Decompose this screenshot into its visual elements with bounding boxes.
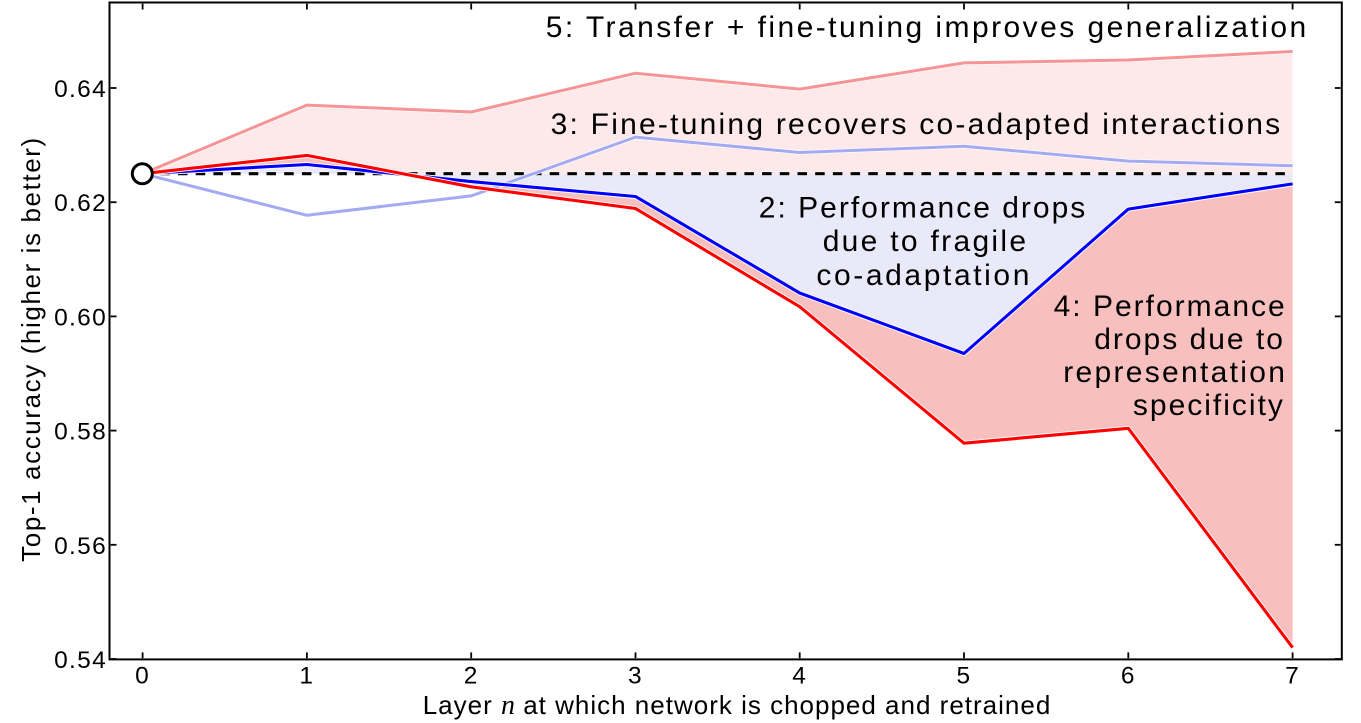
svg-text:0.54: 0.54	[54, 647, 107, 674]
svg-text:co-adaptation: co-adaptation	[816, 259, 1032, 292]
svg-text:7: 7	[1285, 663, 1300, 690]
svg-text:drops due to: drops due to	[1094, 323, 1285, 356]
svg-text:2: Performance drops: 2: Performance drops	[759, 192, 1087, 225]
svg-text:1: 1	[299, 663, 314, 690]
svg-text:5: 5	[957, 663, 972, 690]
svg-text:2: 2	[464, 663, 479, 690]
svg-text:0.56: 0.56	[54, 533, 107, 560]
svg-text:0: 0	[135, 663, 150, 690]
svg-text:5: Transfer + fine-tuning impr: 5: Transfer + fine-tuning improves gener…	[546, 11, 1309, 44]
svg-text:0.62: 0.62	[54, 190, 107, 217]
svg-text:3: 3	[628, 663, 643, 690]
svg-text:4: 4	[792, 663, 807, 690]
svg-text:specificity: specificity	[1133, 389, 1285, 422]
svg-text:representation: representation	[1063, 356, 1287, 389]
svg-text:3: Fine-tuning recovers co-ada: 3: Fine-tuning recovers co-adapted inter…	[551, 108, 1283, 141]
svg-text:4: Performance: 4: Performance	[1054, 290, 1287, 323]
svg-text:due to fragile: due to fragile	[823, 225, 1029, 258]
svg-text:Top-1 accuracy (higher is bett: Top-1 accuracy (higher is better)	[16, 136, 46, 562]
svg-text:Layer n at which network is ch: Layer n at which network is chopped and …	[423, 690, 1052, 721]
svg-text:0.64: 0.64	[54, 76, 107, 103]
svg-text:0.60: 0.60	[54, 304, 107, 331]
svg-text:6: 6	[1121, 663, 1136, 690]
svg-text:0.58: 0.58	[54, 419, 107, 446]
